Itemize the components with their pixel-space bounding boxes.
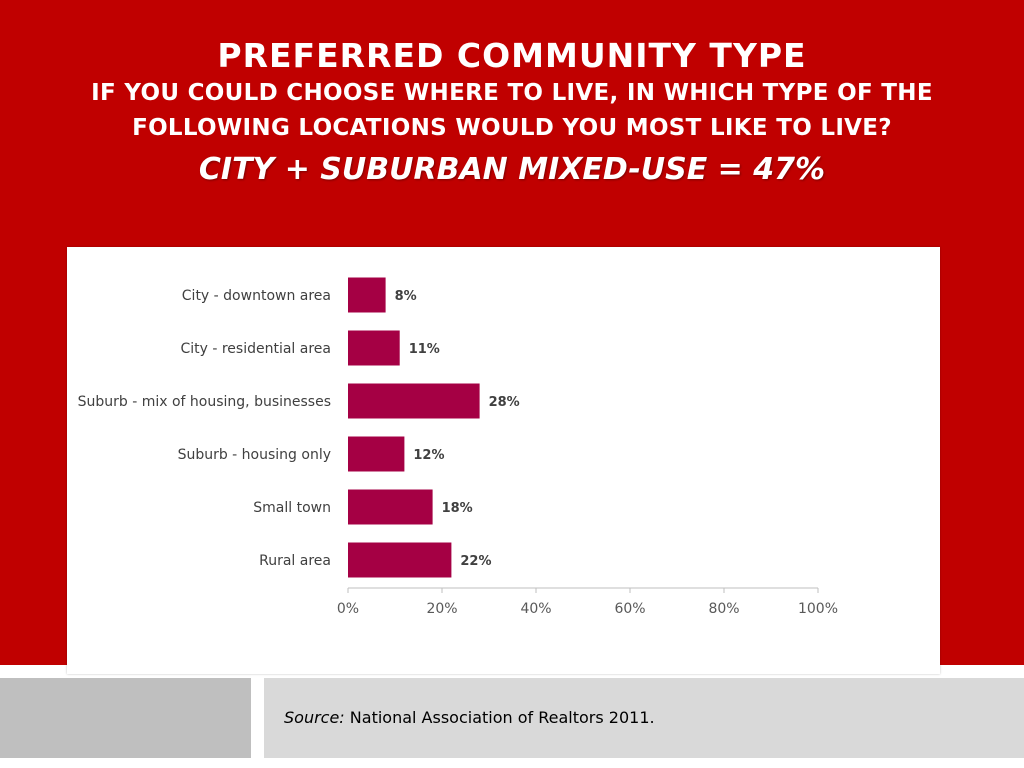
x-tick-label: 40% <box>520 601 551 617</box>
question-line-2: FOLLOWING LOCATIONS WOULD YOU MOST LIKE … <box>132 115 892 141</box>
chart-panel: 0% 20% 40% 60% 80% 100% City - downtown area 8%… <box>67 247 940 674</box>
bar-chart: 0% 20% 40% 60% 80% 100% City - downtown area 8%… <box>78 277 838 617</box>
data-label: 8% <box>395 289 417 304</box>
category-label: Small town <box>253 500 331 516</box>
x-tick-label: 0% <box>337 601 359 617</box>
bar <box>348 383 480 419</box>
source-label: Source: <box>284 708 345 727</box>
category-label: Suburb - housing only <box>178 447 331 463</box>
bar <box>348 542 452 578</box>
bar <box>348 277 386 313</box>
category-label: Rural area <box>259 553 331 569</box>
category-label: Suburb - mix of housing, businesses <box>78 394 331 410</box>
data-label: 18% <box>442 501 473 516</box>
bar <box>348 489 433 525</box>
footer-left-block <box>0 678 251 758</box>
footer-right-block <box>264 678 1024 758</box>
data-label: 12% <box>413 448 444 463</box>
bar <box>348 330 400 366</box>
slide-title: PREFERRED COMMUNITY TYPE <box>217 36 807 75</box>
bar <box>348 436 405 472</box>
x-tick-label: 80% <box>708 601 739 617</box>
x-tick-label: 100% <box>798 601 838 617</box>
x-tick-label: 20% <box>426 601 457 617</box>
data-label: 22% <box>460 554 491 569</box>
data-label: 28% <box>489 395 520 410</box>
source-citation: Source: National Association of Realtors… <box>284 708 655 727</box>
category-label: City - residential area <box>180 341 331 357</box>
question-line-1: IF YOU COULD CHOOSE WHERE TO LIVE, IN WH… <box>91 80 933 106</box>
data-label: 11% <box>409 342 440 357</box>
category-label: City - downtown area <box>182 288 331 304</box>
slide-header: PREFERRED COMMUNITY TYPE IF YOU COULD CH… <box>0 36 1024 192</box>
x-tick-label: 60% <box>614 601 645 617</box>
highlight-statement: CITY + SUBURBAN MIXED-USE = 47% <box>198 152 826 187</box>
source-text: National Association of Realtors 2011. <box>349 708 655 727</box>
